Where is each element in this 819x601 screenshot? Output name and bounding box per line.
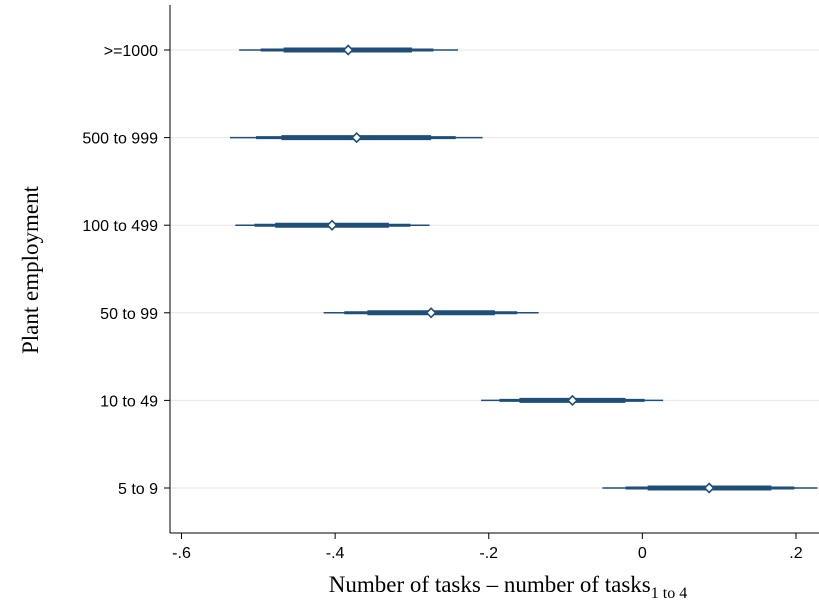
y-tick-label: 5 to 9 [118, 481, 158, 498]
y-tick-label: 10 to 49 [100, 393, 158, 410]
point-estimate-marker [342, 44, 354, 56]
y-ticks: >=1000 500 to 999 100 to 499 50 to 99 10 to … [82, 43, 170, 498]
x-tick-label: .2 [789, 545, 802, 562]
point-estimate-marker [326, 219, 338, 231]
y-tick-label: 50 to 99 [100, 306, 158, 323]
point-estimate-marker [703, 482, 715, 494]
x-tick-label: -.4 [326, 545, 345, 562]
y-tick-label: 500 to 999 [82, 131, 158, 148]
x-axis-title: Number of tasks – number of tasks1 to 4 [329, 572, 687, 601]
point-estimates [326, 44, 715, 494]
point-estimate-marker [425, 307, 437, 319]
x-axis-title-subscript: 1 to 4 [651, 585, 687, 601]
gridlines [171, 49, 819, 489]
confidence-intervals [229, 47, 818, 491]
y-tick-label: 100 to 499 [82, 218, 158, 235]
x-tick-label: 0 [638, 545, 647, 562]
x-ticks: -.6 -.4 -.2 0 .2 [172, 533, 803, 562]
axes [169, 5, 819, 534]
y-tick-label: >=1000 [104, 43, 158, 60]
x-axis-title-main: Number of tasks – number of tasks [329, 572, 651, 597]
point-estimate-marker [351, 131, 363, 144]
point-estimate-marker [566, 394, 579, 407]
x-tick-label: -.2 [479, 545, 498, 562]
y-axis-title: Plant employment [18, 185, 43, 354]
x-tick-label: -.6 [172, 545, 191, 562]
